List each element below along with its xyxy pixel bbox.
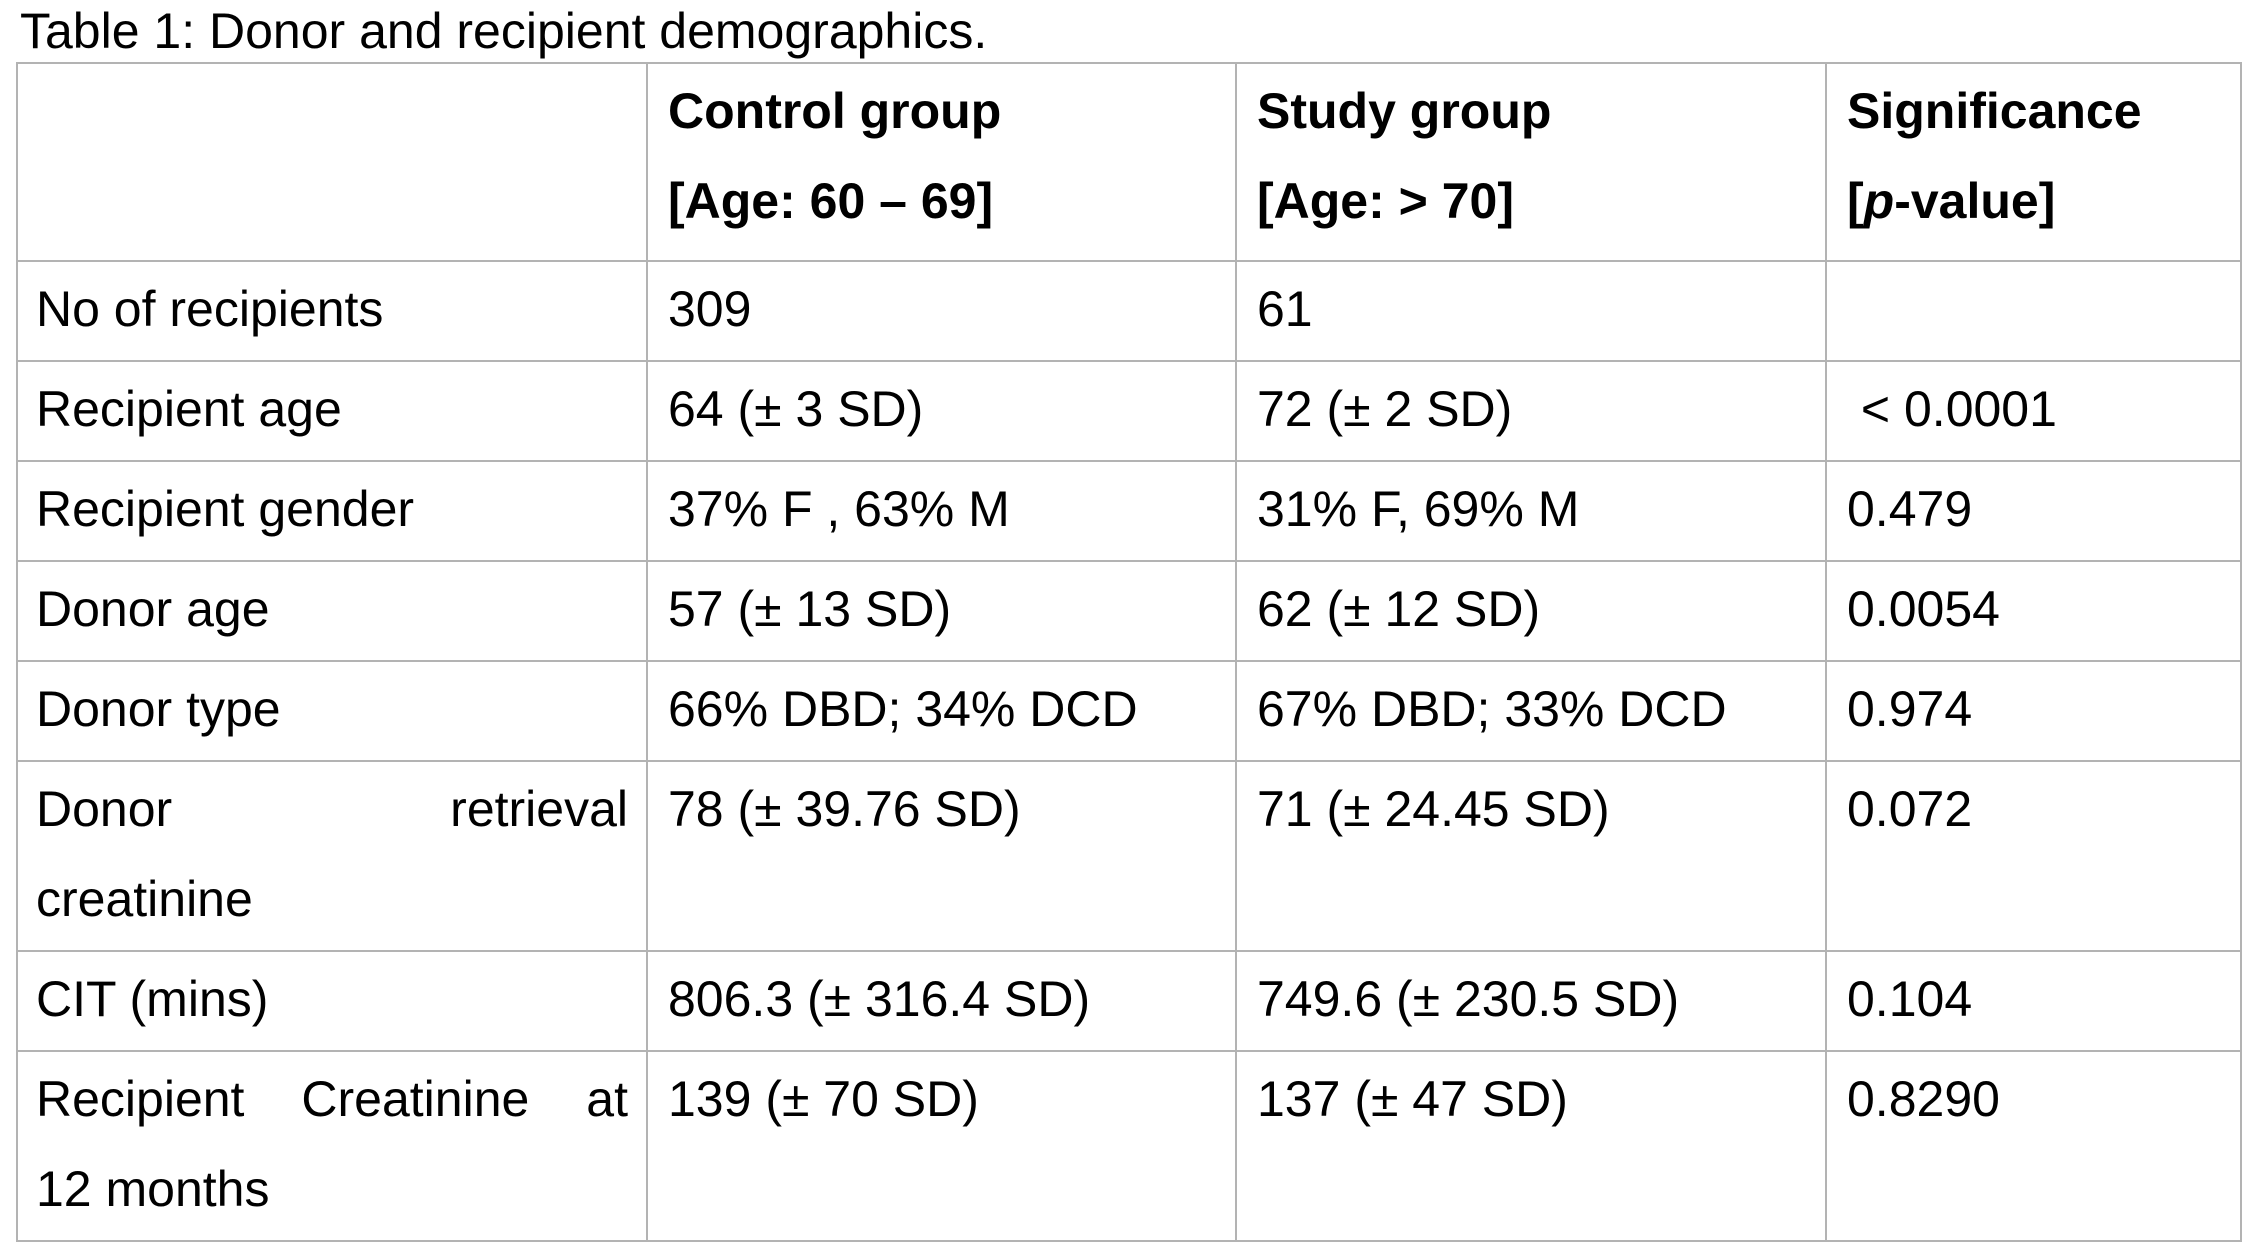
table-row: No of recipients 309 61 [16,260,2242,362]
header-control-line1: Control group [668,83,1002,139]
demographics-table: Control group [Age: 60 – 69] Study group… [16,62,2242,1242]
row-label: Recipient age [16,360,648,462]
table-caption: Table 1: Donor and recipient demographic… [20,3,988,59]
p-value: 0.8290 [1825,1050,2242,1242]
value-suffix: -value] [1894,173,2056,229]
study-value: 749.6 (± 230.5 SD) [1235,950,1827,1052]
study-value: 137 (± 47 SD) [1235,1050,1827,1242]
control-value: 78 (± 39.76 SD) [646,760,1237,952]
p-value: 0.974 [1825,660,2242,762]
row-label-line1: Recipient Creatinine at [36,1071,628,1127]
row-label: No of recipients [16,260,648,362]
control-value: 64 (± 3 SD) [646,360,1237,462]
table-row: Recipient gender 37% F , 63% M 31% F, 69… [16,460,2242,562]
p-value: 0.0054 [1825,560,2242,662]
header-study-line2: [Age: > 70] [1257,173,1515,229]
row-label-line2: 12 months [36,1161,270,1217]
header-row: Control group [Age: 60 – 69] Study group… [16,62,2242,262]
table-row: Donor type 66% DBD; 34% DCD 67% DBD; 33%… [16,660,2242,762]
study-value: 71 (± 24.45 SD) [1235,760,1827,952]
control-value: 37% F , 63% M [646,460,1237,562]
header-study-group: Study group [Age: > 70] [1235,62,1827,262]
row-label: Recipient gender [16,460,648,562]
header-study-line1: Study group [1257,83,1552,139]
p-value: < 0.0001 [1825,360,2242,462]
header-significance-line2: [p-value] [1847,156,2222,246]
table-row: CIT (mins) 806.3 (± 316.4 SD) 749.6 (± 2… [16,950,2242,1052]
bracket-open: [ [1847,173,1864,229]
study-value: 62 (± 12 SD) [1235,560,1827,662]
row-label-line1: Donor retrieval [36,781,628,837]
row-label: Recipient Creatinine at 12 months [16,1050,648,1242]
control-value: 806.3 (± 316.4 SD) [646,950,1237,1052]
table-row: Recipient Creatinine at 12 months 139 (±… [16,1050,2242,1242]
header-significance-line1: Significance [1847,83,2142,139]
p-value [1825,260,2242,362]
header-significance: Significance [p-value] [1825,62,2242,262]
table-row: Donor retrieval creatinine 78 (± 39.76 S… [16,760,2242,952]
p-italic: p [1863,173,1895,229]
table-row: Recipient age 64 (± 3 SD) 72 (± 2 SD) < … [16,360,2242,462]
header-control-group: Control group [Age: 60 – 69] [646,62,1237,262]
row-label-line2: creatinine [36,871,253,927]
study-value: 72 (± 2 SD) [1235,360,1827,462]
header-empty-cell [16,62,648,262]
p-value: 0.479 [1825,460,2242,562]
row-label: Donor age [16,560,648,662]
control-value: 309 [646,260,1237,362]
study-value: 67% DBD; 33% DCD [1235,660,1827,762]
control-value: 66% DBD; 34% DCD [646,660,1237,762]
p-value: 0.072 [1825,760,2242,952]
control-value: 139 (± 70 SD) [646,1050,1237,1242]
control-value: 57 (± 13 SD) [646,560,1237,662]
study-value: 31% F, 69% M [1235,460,1827,562]
study-value: 61 [1235,260,1827,362]
header-control-line2: [Age: 60 – 69] [668,173,994,229]
row-label: Donor retrieval creatinine [16,760,648,952]
row-label: Donor type [16,660,648,762]
p-value: 0.104 [1825,950,2242,1052]
row-label: CIT (mins) [16,950,648,1052]
table-row: Donor age 57 (± 13 SD) 62 (± 12 SD) 0.00… [16,560,2242,662]
